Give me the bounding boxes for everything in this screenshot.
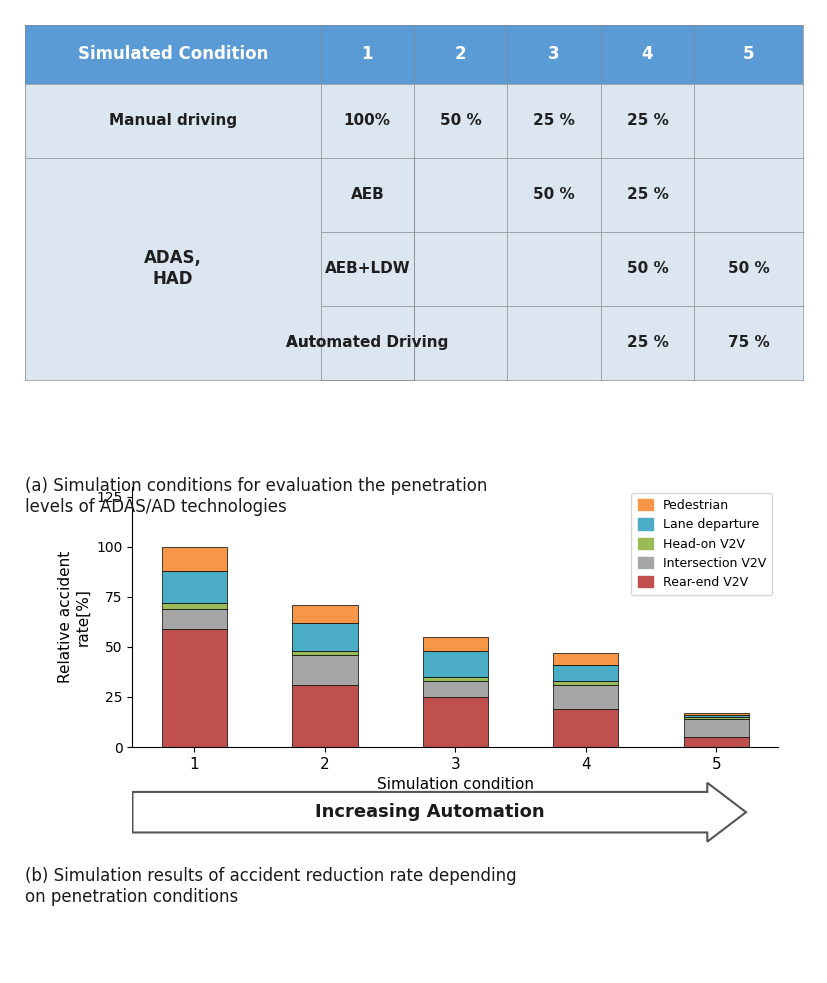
Bar [292, 655, 357, 685]
Text: 100%: 100% [343, 113, 390, 128]
Text: 75 %: 75 % [727, 335, 768, 350]
Bar [683, 717, 748, 719]
Text: 50 %: 50 % [626, 261, 667, 276]
Bar [161, 608, 227, 629]
Bar [683, 715, 748, 717]
Bar [161, 547, 227, 571]
Text: 25 %: 25 % [533, 113, 574, 128]
Bar [423, 681, 487, 697]
Bar [552, 653, 618, 665]
Text: Increasing Automation: Increasing Automation [314, 803, 543, 821]
Bar [552, 681, 618, 685]
Text: 3: 3 [547, 45, 559, 63]
Bar [423, 677, 487, 681]
Text: (b) Simulation results of accident reduction rate depending
on penetration condi: (b) Simulation results of accident reduc… [25, 867, 516, 905]
Bar [292, 605, 357, 623]
Bar [161, 571, 227, 603]
Legend: Pedestrian, Lane departure, Head-on V2V, Intersection V2V, Rear-end V2V: Pedestrian, Lane departure, Head-on V2V,… [630, 492, 771, 596]
Bar [423, 637, 487, 651]
Text: 25 %: 25 % [626, 335, 667, 350]
Bar [552, 709, 618, 747]
Text: AEB: AEB [350, 187, 384, 202]
Text: Automated Driving: Automated Driving [286, 335, 448, 350]
Bar [423, 697, 487, 747]
Text: 2: 2 [454, 45, 466, 63]
Bar [292, 685, 357, 747]
Text: Automated Driving: Automated Driving [286, 335, 448, 350]
Bar [683, 713, 748, 715]
Text: (a) Simulation conditions for evaluation the penetration
levels of ADAS/AD techn: (a) Simulation conditions for evaluation… [25, 477, 486, 515]
Y-axis label: Relative accident
rate[%]: Relative accident rate[%] [59, 550, 91, 683]
Bar [292, 651, 357, 655]
Bar [292, 623, 357, 651]
Bar [161, 629, 227, 747]
Bar [552, 685, 618, 709]
Text: 50 %: 50 % [727, 261, 768, 276]
Bar [683, 719, 748, 737]
Text: 5: 5 [742, 45, 753, 63]
Text: 4: 4 [641, 45, 653, 63]
Bar [161, 603, 227, 608]
FancyArrow shape [132, 782, 745, 841]
Text: ADAS,
HAD: ADAS, HAD [144, 250, 202, 288]
Text: AEB: AEB [350, 187, 384, 202]
Bar [683, 737, 748, 747]
X-axis label: Simulation condition: Simulation condition [376, 778, 533, 792]
Text: 1: 1 [361, 45, 373, 63]
Text: Simulated Condition: Simulated Condition [78, 45, 268, 63]
Text: Manual driving: Manual driving [108, 113, 237, 128]
Bar [423, 651, 487, 677]
Text: 25 %: 25 % [626, 113, 667, 128]
Text: 50 %: 50 % [533, 187, 574, 202]
Bar [552, 665, 618, 681]
Text: AEB+LDW: AEB+LDW [324, 261, 409, 276]
Text: AEB+LDW: AEB+LDW [324, 261, 409, 276]
Text: 25 %: 25 % [626, 187, 667, 202]
Text: 50 %: 50 % [439, 113, 481, 128]
